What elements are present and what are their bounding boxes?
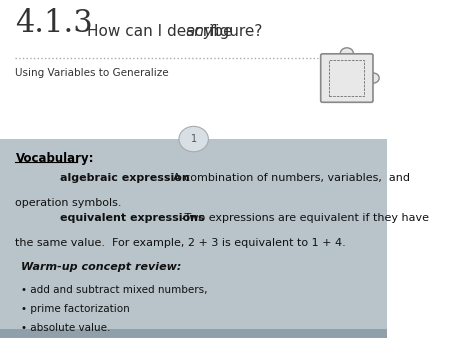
Text: equivalent expressions: equivalent expressions xyxy=(60,213,205,223)
Text: • prime factorization: • prime factorization xyxy=(21,304,130,314)
Text: Warm-up concept review:: Warm-up concept review: xyxy=(21,262,182,272)
Text: algebraic expression: algebraic expression xyxy=(60,172,190,183)
FancyBboxPatch shape xyxy=(0,329,387,338)
Circle shape xyxy=(179,126,208,152)
Circle shape xyxy=(340,48,353,59)
Text: -Two expressions are equivalent if they have: -Two expressions are equivalent if they … xyxy=(178,213,429,223)
Circle shape xyxy=(368,73,379,83)
Text: - A combination of numbers, variables,  and: - A combination of numbers, variables, a… xyxy=(162,172,410,183)
Text: How can I describe: How can I describe xyxy=(87,24,238,39)
Text: • absolute value.: • absolute value. xyxy=(21,322,111,333)
Text: the same value.  For example, 2 + 3 is equivalent to 1 + 4.: the same value. For example, 2 + 3 is eq… xyxy=(15,238,346,248)
Text: 4.1.3: 4.1.3 xyxy=(15,8,93,39)
Text: 1: 1 xyxy=(191,134,197,144)
Text: Using Variables to Generalize: Using Variables to Generalize xyxy=(15,68,169,78)
Text: Vocabulary:: Vocabulary: xyxy=(15,152,94,165)
Text: • add and subtract mixed numbers,: • add and subtract mixed numbers, xyxy=(21,285,208,294)
Text: figure?: figure? xyxy=(205,24,263,39)
FancyBboxPatch shape xyxy=(0,139,387,338)
Text: operation symbols.: operation symbols. xyxy=(15,198,122,208)
FancyBboxPatch shape xyxy=(321,54,373,102)
Text: any: any xyxy=(185,24,213,39)
FancyBboxPatch shape xyxy=(0,4,387,139)
